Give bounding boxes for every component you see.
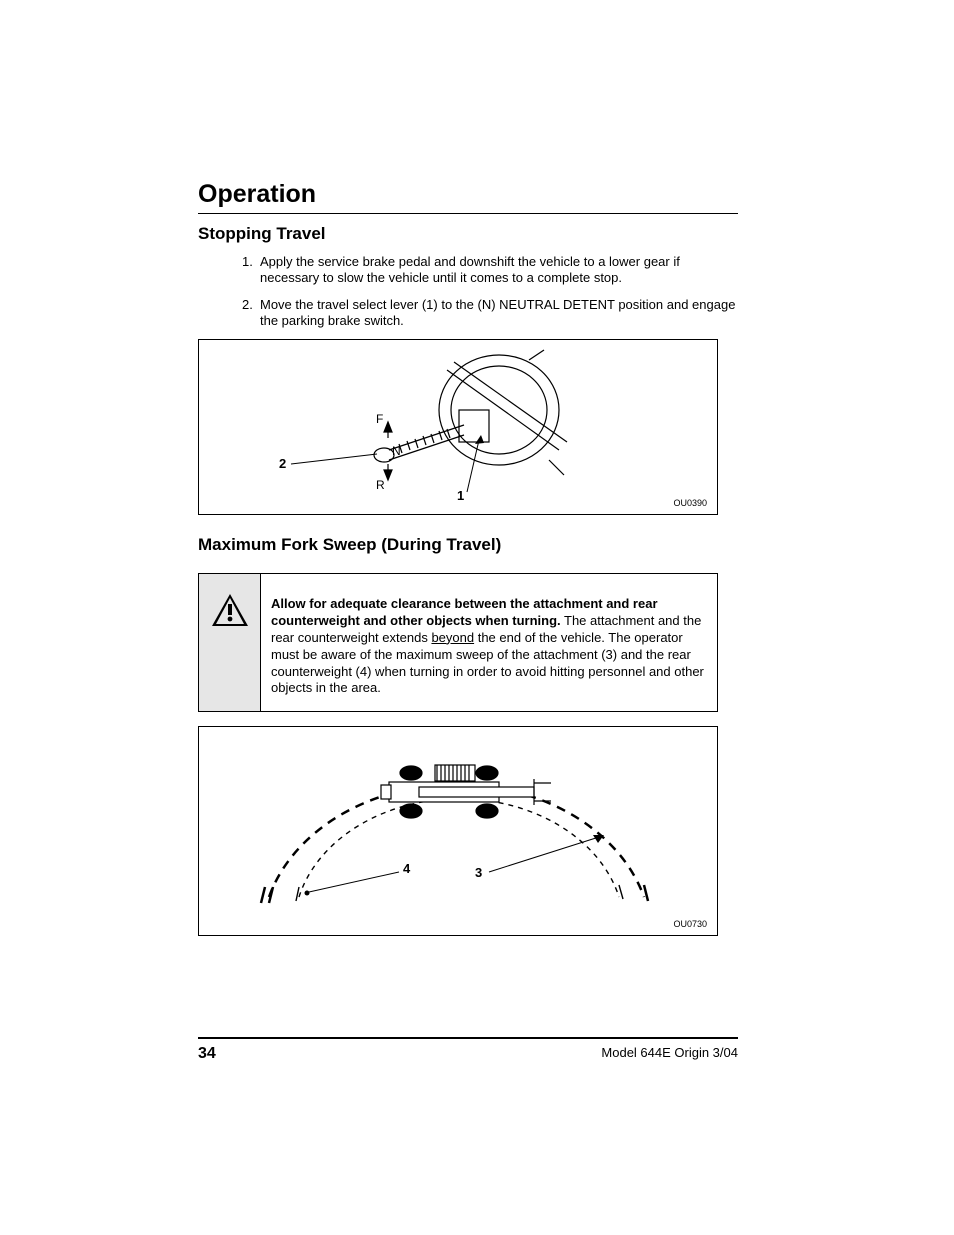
steps-list: 1. Apply the service brake pedal and dow… [260, 254, 738, 329]
footer-model-text: Model 644E Origin 3/04 [601, 1045, 738, 1063]
label-callout-1: 1 [457, 488, 464, 503]
step-number: 2. [242, 297, 253, 313]
step-text: Apply the service brake pedal and downsh… [260, 254, 680, 285]
warning-box: Allow for adequate clearance between the… [198, 573, 718, 712]
subheading-fork-sweep: Maximum Fork Sweep (During Travel) [198, 535, 738, 555]
warning-triangle-icon [210, 592, 250, 628]
step-item: 2. Move the travel select lever (1) to t… [260, 297, 738, 330]
label-f: F [376, 412, 383, 426]
label-callout-3: 3 [475, 865, 482, 880]
sweep-diagram-svg [199, 727, 719, 937]
figure-id: OU0730 [673, 919, 707, 929]
label-n: N [392, 444, 401, 458]
figure-lever-diagram: F N R 2 1 OU0390 [198, 339, 718, 515]
label-callout-2: 2 [279, 456, 286, 471]
section-title: Operation [198, 180, 738, 214]
page-number: 34 [198, 1045, 216, 1063]
warning-text: Allow for adequate clearance between the… [261, 574, 717, 711]
figure-id: OU0390 [673, 498, 707, 508]
step-number: 1. [242, 254, 253, 270]
label-callout-4: 4 [403, 861, 410, 876]
warning-icon-cell [199, 574, 261, 711]
page-footer: 34 Model 644E Origin 3/04 [198, 1037, 738, 1063]
step-item: 1. Apply the service brake pedal and dow… [260, 254, 738, 287]
label-r: R [376, 478, 385, 492]
warning-body-underline: beyond [431, 630, 474, 645]
figure-sweep-diagram: 4 3 OU0730 [198, 726, 718, 936]
subheading-stopping-travel: Stopping Travel [198, 224, 738, 244]
step-text: Move the travel select lever (1) to the … [260, 297, 735, 328]
